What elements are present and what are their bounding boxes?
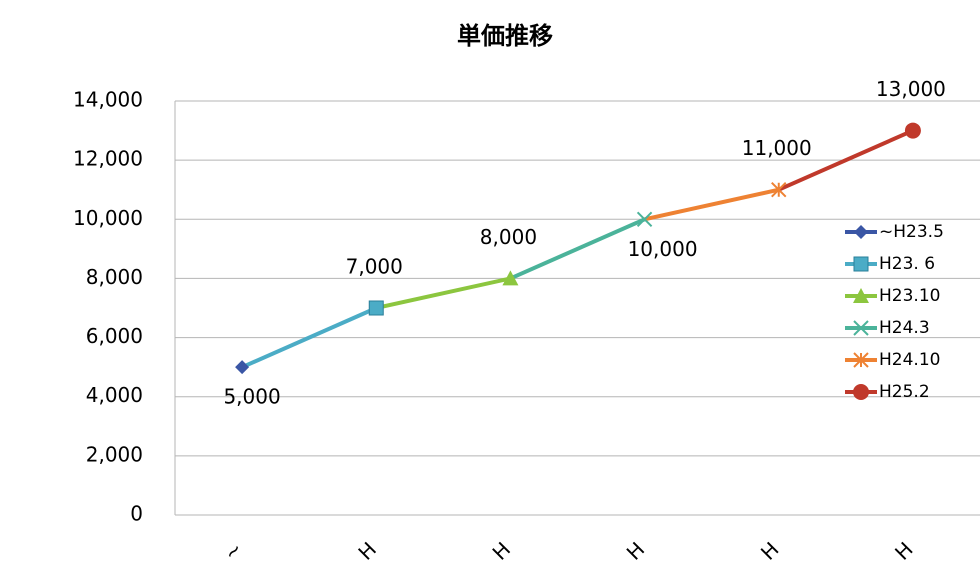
- marker: [854, 225, 868, 239]
- line-segment: [509, 217, 646, 281]
- legend-label: H24.3: [879, 318, 930, 338]
- x-tick-label: ~: [219, 537, 248, 566]
- marker: [853, 288, 869, 303]
- marker-shape: [853, 256, 869, 272]
- legend-label: H25.2: [879, 382, 930, 402]
- data-label: 5,000: [223, 385, 280, 409]
- marker-shape: [854, 225, 868, 239]
- x-tick-label: H: [890, 537, 918, 565]
- marker: [235, 360, 250, 375]
- data-label: 10,000: [628, 237, 698, 261]
- x-tick-label: H: [353, 537, 381, 565]
- y-tick-label: 8,000: [86, 265, 143, 289]
- marker: [368, 300, 384, 316]
- line-segment: [241, 306, 378, 369]
- marker-shape: [771, 182, 787, 198]
- data-label: 8,000: [480, 225, 537, 249]
- data-label: 11,000: [742, 136, 812, 160]
- chart-title: 単価推移: [457, 22, 553, 50]
- marker-shape: [853, 288, 869, 303]
- x-tick-label: H: [756, 537, 784, 565]
- x-tick-label: H: [488, 537, 516, 565]
- marker: [502, 270, 519, 286]
- marker-shape: [853, 352, 869, 368]
- x-tick-label: H: [622, 537, 650, 565]
- marker: [853, 384, 869, 400]
- y-tick-label: 2,000: [86, 442, 143, 466]
- legend-label: H23. 6: [879, 254, 935, 274]
- marker: [853, 256, 869, 272]
- legend-label: ~H23.5: [879, 222, 944, 242]
- marker-shape: [368, 300, 384, 316]
- legend-label: H23.10: [879, 286, 940, 306]
- marker-shape: [853, 384, 869, 400]
- y-tick-label: 4,000: [86, 383, 143, 407]
- y-tick-label: 10,000: [73, 206, 143, 230]
- legend-label: H24.10: [879, 350, 940, 370]
- marker: [853, 320, 869, 336]
- y-tick-label: 6,000: [86, 324, 143, 348]
- y-tick-label: 14,000: [73, 88, 143, 112]
- marker-shape: [235, 360, 250, 375]
- marker: [636, 211, 653, 227]
- data-label: 7,000: [346, 255, 403, 279]
- marker: [771, 182, 787, 198]
- data-label: 13,000: [876, 77, 946, 101]
- y-tick-label: 0: [130, 502, 143, 526]
- marker-shape: [502, 270, 519, 286]
- marker-shape: [904, 122, 921, 139]
- marker-shape: [636, 211, 653, 227]
- line-segment: [777, 128, 914, 192]
- line-segment: [375, 276, 511, 310]
- y-tick-label: 12,000: [73, 147, 143, 171]
- marker: [853, 352, 869, 368]
- line-segment: [644, 187, 780, 222]
- marker-shape: [853, 320, 869, 336]
- marker: [904, 122, 921, 139]
